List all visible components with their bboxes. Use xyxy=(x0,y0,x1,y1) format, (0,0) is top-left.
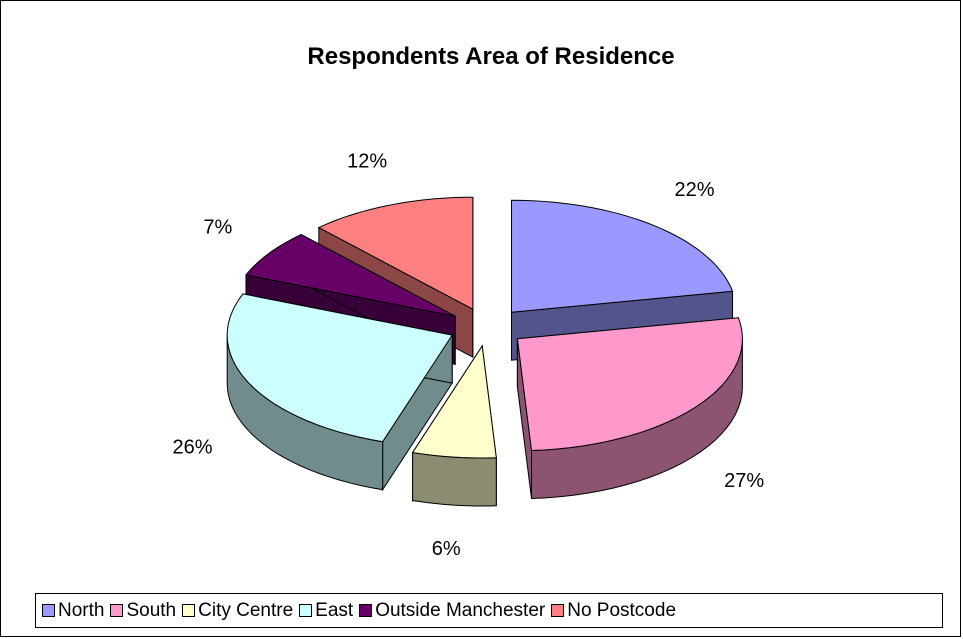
legend-swatch-no-postcode xyxy=(551,604,564,617)
legend-label-south: South xyxy=(126,600,176,622)
legend-swatch-city-centre xyxy=(182,604,195,617)
legend-item-no-postcode: No Postcode xyxy=(551,600,676,622)
data-label-no-postcode: 12% xyxy=(347,150,387,172)
data-label-north: 22% xyxy=(674,179,714,201)
legend-label-east: East xyxy=(315,600,353,622)
legend: North South City Centre East Outside Man… xyxy=(35,593,943,628)
legend-swatch-east xyxy=(299,604,312,617)
legend-label-city-centre: City Centre xyxy=(198,600,293,622)
legend-label-no-postcode: No Postcode xyxy=(567,600,676,622)
legend-label-outside-manchester: Outside Manchester xyxy=(375,600,545,622)
legend-item-south: South xyxy=(110,600,176,622)
pie-slices xyxy=(227,197,742,506)
legend-item-outside-manchester: Outside Manchester xyxy=(359,600,545,622)
data-label-south: 27% xyxy=(724,470,764,492)
chart-title: Respondents Area of Residence xyxy=(307,43,674,70)
legend-item-city-centre: City Centre xyxy=(182,600,293,622)
data-label-city-centre: 6% xyxy=(432,538,461,560)
pie-slice-south xyxy=(517,318,742,499)
legend-item-east: East xyxy=(299,600,353,622)
legend-swatch-north xyxy=(42,604,55,617)
legend-swatch-outside-manchester xyxy=(359,604,372,617)
legend-swatch-south xyxy=(110,604,123,617)
data-label-outside-manchester: 7% xyxy=(203,216,232,238)
legend-item-north: North xyxy=(42,600,104,622)
legend-label-north: North xyxy=(58,600,104,622)
data-label-east: 26% xyxy=(172,437,212,459)
